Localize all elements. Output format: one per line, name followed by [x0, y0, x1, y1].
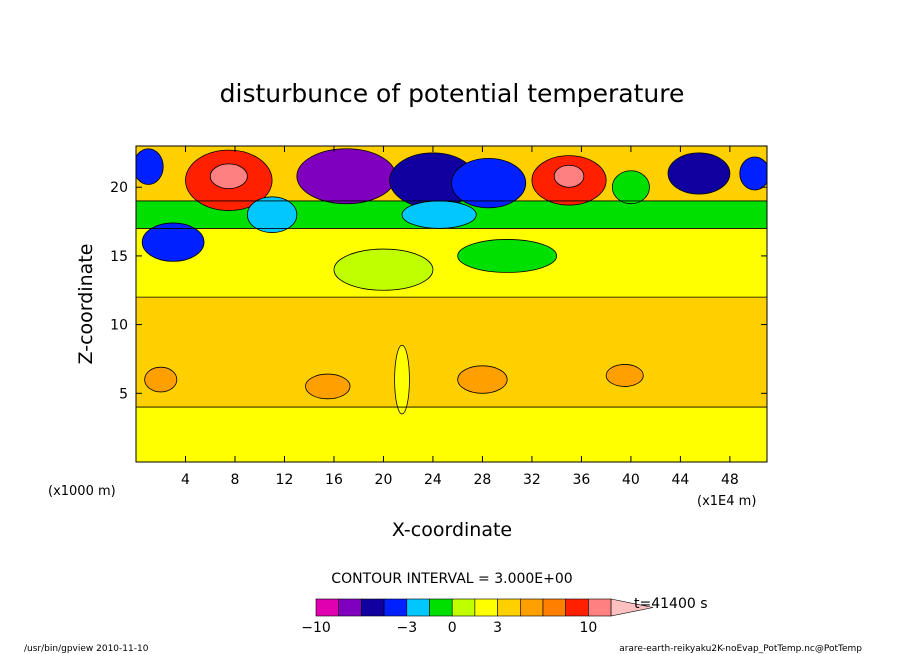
- footer-left: /usr/bin/gpview 2010-11-10: [24, 644, 149, 654]
- colorbar-cell-6: [451, 598, 476, 617]
- colorbar-cell-3: [383, 598, 408, 617]
- field-band-2: [136, 228, 767, 298]
- x-tick-label-3: 16: [325, 472, 343, 488]
- field-blob-17: [305, 373, 351, 400]
- y-axis-ticks: 5 10 15 20: [110, 180, 767, 402]
- x-tick-label-1: 8: [231, 472, 240, 488]
- y-tick-label-0: 5: [119, 386, 128, 402]
- x-unit-left-label: (x1000 m): [48, 484, 116, 499]
- field-blob-7: [401, 200, 477, 229]
- x-tick-label-7: 32: [523, 472, 541, 488]
- field-blob-8: [451, 157, 527, 209]
- field-blob-1: [141, 222, 205, 262]
- colorbar: −10 −3 0 3 10: [301, 598, 654, 636]
- x-tick-label-10: 44: [671, 472, 689, 488]
- field-blob-11: [611, 170, 650, 205]
- field-blob-0: [136, 148, 164, 185]
- field-blob-13: [739, 156, 767, 191]
- colorbar-cell-5: [429, 598, 453, 617]
- colorbar-cell-4: [406, 598, 430, 617]
- colorbar-cell-10: [542, 598, 567, 617]
- field-blob-18: [457, 365, 508, 394]
- x-tick-label-8: 36: [572, 472, 590, 488]
- x-tick-label-6: 28: [474, 472, 492, 488]
- x-axis-ticks: 4 8 12 16 20 24 28 32 36 40 44 48: [181, 146, 739, 488]
- colorbar-cell-0: [315, 598, 340, 617]
- colorbar-label-2: 0: [448, 620, 457, 636]
- field-blob-4: [246, 196, 298, 233]
- time-label: t=41400 s: [634, 596, 708, 612]
- x-tick-label-2: 12: [276, 472, 294, 488]
- x-tick-label-0: 4: [181, 472, 190, 488]
- colorbar-arrow: [610, 598, 654, 617]
- field-blob-20: [394, 344, 410, 415]
- colorbar-cell-8: [497, 598, 521, 617]
- field-blob-16: [144, 366, 178, 393]
- field-blob-10: [553, 164, 585, 188]
- y-tick-label-1: 10: [110, 318, 128, 334]
- colorbar-cell-7: [474, 598, 498, 617]
- x-tick-label-4: 20: [375, 472, 393, 488]
- colorbar-cell-9: [519, 598, 544, 617]
- chart-title: disturbunce of potential temperature: [220, 79, 685, 108]
- field-blob-12: [667, 152, 731, 195]
- colorbar-label-3: 3: [493, 620, 502, 636]
- y-tick-label-2: 15: [110, 249, 128, 265]
- colorbar-cell-12: [588, 598, 612, 617]
- x-tick-label-5: 24: [424, 472, 442, 488]
- field-band-1: [136, 297, 767, 408]
- x-tick-label-11: 48: [721, 472, 739, 488]
- contour-field: [136, 146, 767, 462]
- field-blob-19: [605, 364, 644, 387]
- contour-interval-label: CONTOUR INTERVAL = 3.000E+00: [331, 571, 572, 587]
- y-tick-label-3: 20: [110, 180, 128, 196]
- field-band-0: [136, 407, 767, 462]
- x-axis-label: X-coordinate: [392, 519, 512, 541]
- x-unit-right-label: (x1E4 m): [697, 494, 756, 509]
- field-blob-15: [457, 239, 558, 273]
- colorbar-label-0: −10: [301, 620, 331, 636]
- y-axis-label: Z-coordinate: [75, 244, 97, 365]
- colorbar-cell-11: [565, 598, 589, 617]
- field-blob-14: [333, 248, 434, 291]
- footer-right: arare-earth-reikyaku2K-noEvap_PotTemp.nc…: [619, 644, 862, 654]
- x-tick-label-9: 40: [622, 472, 640, 488]
- colorbar-label-4: 10: [579, 620, 597, 636]
- colorbar-cell-1: [338, 598, 362, 617]
- colorbar-cell-2: [361, 598, 385, 617]
- plot-frame: [135, 145, 768, 463]
- field-blob-5: [296, 148, 397, 205]
- field-blob-3: [209, 163, 248, 189]
- colorbar-label-1: −3: [396, 620, 417, 636]
